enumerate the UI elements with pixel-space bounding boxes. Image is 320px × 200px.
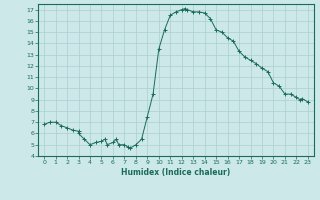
X-axis label: Humidex (Indice chaleur): Humidex (Indice chaleur) (121, 168, 231, 177)
